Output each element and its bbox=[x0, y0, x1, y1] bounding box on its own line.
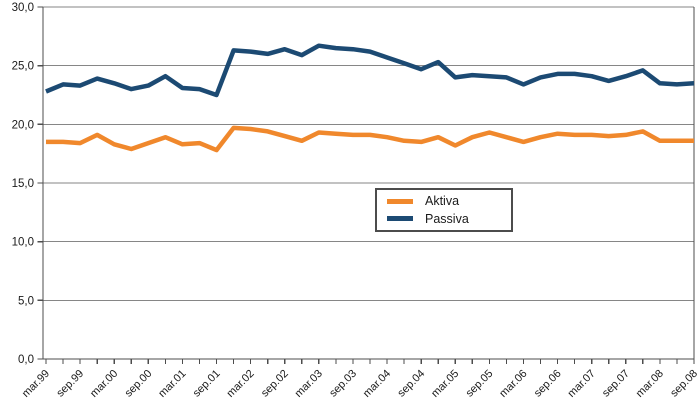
y-axis-labels: 30,0 25,0 20,0 15,0 10,0 5,0 0,0 bbox=[12, 2, 34, 366]
y-tick-label: 20,0 bbox=[12, 119, 34, 131]
x-axis-labels: mar.99 sep.99 mar.00 sep.00 mar.01 sep.01 mar.… bbox=[20, 368, 700, 400]
x-tick-label: mar.08 bbox=[634, 368, 666, 400]
y-axis-ticks bbox=[37, 6, 43, 360]
passiva-legend-label: Passiva bbox=[425, 211, 469, 226]
x-tick-label: sep.99 bbox=[54, 368, 86, 400]
x-tick-label: mar.05 bbox=[429, 368, 461, 400]
y-tick-label: 30,0 bbox=[12, 2, 34, 14]
y-tick-label: 0,0 bbox=[18, 354, 34, 366]
y-tick-label: 5,0 bbox=[18, 295, 34, 307]
aktiva-line bbox=[46, 125, 694, 153]
aktiva-line-swatch bbox=[387, 198, 413, 204]
legend: Aktiva Passiva bbox=[375, 188, 513, 232]
x-tick-label: sep.06 bbox=[532, 368, 564, 400]
x-tick-label: mar.02 bbox=[224, 368, 256, 400]
x-tick-label: sep.05 bbox=[464, 368, 496, 400]
gridlines bbox=[43, 6, 694, 301]
x-axis-ticks bbox=[45, 359, 695, 364]
x-tick-label: mar.01 bbox=[156, 368, 188, 400]
x-tick-label: sep.07 bbox=[600, 368, 632, 400]
x-tick-label: sep.02 bbox=[259, 368, 291, 400]
x-tick-label: sep.04 bbox=[395, 368, 427, 400]
passiva-line bbox=[45, 43, 695, 98]
x-tick-label: mar.99 bbox=[20, 368, 52, 400]
x-tick-label: sep.08 bbox=[668, 368, 700, 400]
x-tick-label: mar.07 bbox=[566, 368, 598, 400]
x-tick-label: sep.03 bbox=[327, 368, 359, 400]
y-tick-label: 10,0 bbox=[12, 237, 34, 249]
series-lines bbox=[45, 43, 695, 153]
x-tick-label: mar.06 bbox=[497, 368, 529, 400]
legend-item-aktiva: Aktiva bbox=[387, 195, 511, 208]
y-tick-label: 25,0 bbox=[12, 61, 34, 73]
x-tick-label: sep.01 bbox=[191, 368, 223, 400]
y-tick-label: 15,0 bbox=[12, 178, 34, 190]
x-tick-label: mar.00 bbox=[88, 368, 120, 400]
passiva-line-swatch bbox=[387, 216, 413, 222]
legend-item-passiva: Passiva bbox=[387, 211, 511, 226]
x-tick-label: sep.00 bbox=[123, 368, 155, 400]
aktiva-legend-label: Aktiva bbox=[425, 194, 460, 208]
x-tick-label: mar.04 bbox=[361, 368, 393, 400]
x-tick-label: mar.03 bbox=[293, 368, 325, 400]
